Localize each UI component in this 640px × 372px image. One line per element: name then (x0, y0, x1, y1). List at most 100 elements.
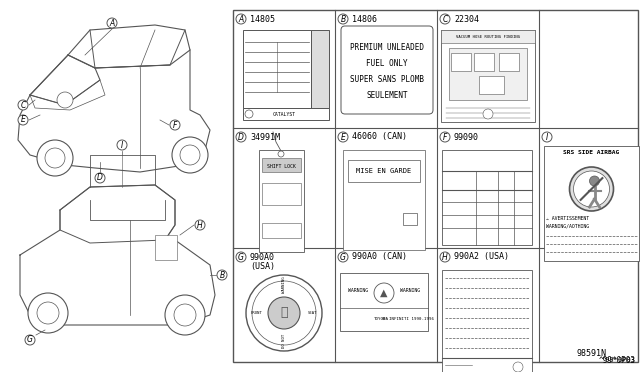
Text: F: F (443, 132, 447, 141)
FancyBboxPatch shape (341, 26, 433, 114)
Text: 990A0 (CAN): 990A0 (CAN) (352, 253, 407, 262)
Circle shape (542, 132, 552, 142)
Circle shape (252, 281, 316, 345)
Text: FUEL ONLY: FUEL ONLY (366, 60, 408, 68)
Text: B: B (340, 15, 346, 23)
Bar (262, 183, 301, 205)
Text: 98591N: 98591N (577, 350, 607, 359)
Circle shape (25, 335, 35, 345)
Text: TOYOTA: TOYOTA (374, 317, 389, 321)
Text: I: I (546, 132, 548, 141)
Text: SEULEMENT: SEULEMENT (366, 92, 408, 100)
Circle shape (245, 110, 253, 118)
Circle shape (95, 173, 105, 183)
Text: SEAT: SEAT (307, 311, 317, 315)
Circle shape (37, 140, 73, 176)
Bar (243, 30, 311, 108)
Circle shape (440, 14, 450, 24)
Circle shape (165, 295, 205, 335)
Circle shape (28, 293, 68, 333)
Text: 14805: 14805 (250, 15, 275, 23)
Bar (449, 48, 527, 100)
Bar (544, 146, 639, 261)
Bar (451, 53, 471, 71)
Text: I: I (121, 141, 123, 150)
Circle shape (513, 362, 523, 372)
Text: SHIFT LOCK: SHIFT LOCK (267, 164, 296, 169)
Circle shape (57, 92, 73, 108)
Text: A: A (109, 19, 115, 28)
Bar (442, 150, 532, 245)
Text: ●: ● (382, 317, 386, 321)
Text: SRS SIDE AIRBAG: SRS SIDE AIRBAG (563, 151, 620, 155)
Bar (340, 273, 428, 331)
Bar (479, 76, 504, 94)
Circle shape (217, 270, 227, 280)
Text: PREMIUM UNLEADED: PREMIUM UNLEADED (350, 44, 424, 52)
Text: 46060 (CAN): 46060 (CAN) (352, 132, 407, 141)
Text: ⚠ AVERTISSEMENT: ⚠ AVERTISSEMENT (546, 215, 589, 221)
Text: WARNING: WARNING (400, 289, 420, 294)
Text: DO NOT: DO NOT (282, 334, 286, 348)
Circle shape (374, 283, 394, 303)
Circle shape (174, 304, 196, 326)
Text: VACUUM HOSE ROUTING FINDING: VACUUM HOSE ROUTING FINDING (456, 35, 520, 39)
Circle shape (18, 100, 28, 110)
Bar (499, 53, 519, 71)
Circle shape (268, 297, 300, 329)
Circle shape (236, 252, 246, 262)
Text: 14806: 14806 (352, 15, 377, 23)
Text: G: G (27, 336, 33, 344)
Circle shape (278, 151, 284, 157)
Circle shape (440, 132, 450, 142)
Bar (155, 235, 177, 260)
Text: 990A0: 990A0 (250, 253, 275, 262)
Text: WARNING/AOTHING: WARNING/AOTHING (546, 224, 589, 228)
Circle shape (45, 148, 65, 168)
Circle shape (37, 302, 59, 324)
Text: ^99*0P03: ^99*0P03 (602, 357, 636, 363)
Text: A: A (238, 15, 244, 23)
Circle shape (483, 109, 493, 119)
Text: WARNING: WARNING (348, 289, 368, 294)
Text: MISE EN GARDE: MISE EN GARDE (356, 168, 412, 174)
Text: G: G (340, 253, 346, 262)
Text: 990A2 (USA): 990A2 (USA) (454, 253, 509, 262)
Text: ^99*0P03: ^99*0P03 (599, 356, 636, 365)
Text: WARNING: WARNING (282, 277, 286, 293)
Circle shape (117, 140, 127, 150)
Bar (262, 158, 301, 172)
Bar (233, 10, 638, 362)
Text: F: F (173, 121, 177, 129)
Bar (262, 223, 301, 238)
Text: ▲: ▲ (380, 288, 388, 298)
Text: 34991M: 34991M (250, 132, 280, 141)
Bar (441, 30, 535, 122)
Circle shape (338, 14, 348, 24)
Text: D: D (238, 132, 244, 141)
Circle shape (338, 132, 348, 142)
Circle shape (573, 171, 609, 207)
Bar (343, 150, 425, 250)
Text: H: H (197, 221, 203, 230)
Bar (311, 30, 329, 108)
Circle shape (172, 137, 208, 173)
Text: E: E (340, 132, 346, 141)
Circle shape (195, 220, 205, 230)
Bar (442, 270, 532, 372)
Bar (243, 108, 329, 120)
Text: D: D (97, 173, 103, 183)
Circle shape (107, 18, 117, 28)
Circle shape (570, 167, 614, 211)
Circle shape (338, 252, 348, 262)
Circle shape (236, 132, 246, 142)
Bar (441, 30, 535, 43)
Bar (259, 150, 304, 252)
Circle shape (18, 115, 28, 125)
Bar (348, 160, 420, 182)
Circle shape (589, 176, 600, 186)
Text: SUPER SANS PLOMB: SUPER SANS PLOMB (350, 76, 424, 84)
Circle shape (236, 14, 246, 24)
Text: FRONT: FRONT (250, 311, 262, 315)
Text: G: G (238, 253, 244, 262)
